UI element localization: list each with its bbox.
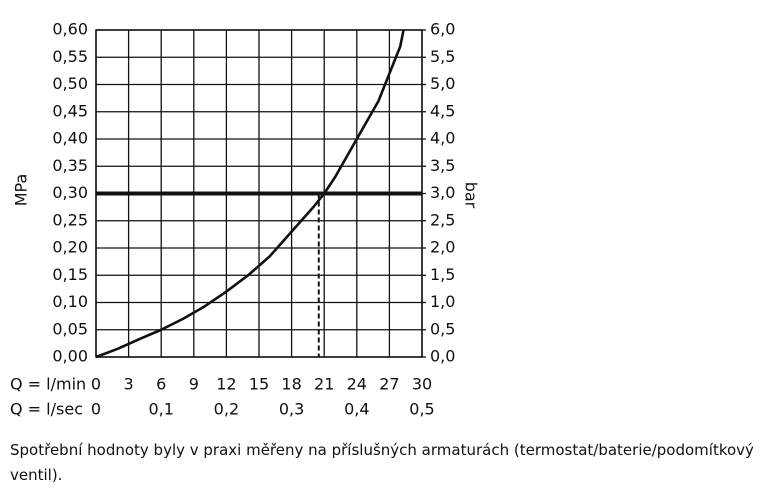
y-tick-label: 0,10: [52, 292, 88, 311]
x-tick-label: 27: [379, 375, 399, 394]
y-tick-label: 0,45: [52, 101, 88, 120]
y-tick-label: 0,60: [52, 20, 88, 39]
x2-tick-label: 0: [91, 400, 101, 419]
y-tick-label: 0,35: [52, 156, 88, 175]
x-tick-label: 6: [156, 375, 166, 394]
y2-tick-label: 1,0: [430, 292, 455, 311]
y2-tick-label: 1,5: [430, 265, 455, 284]
curve: [95, 29, 405, 359]
x-tick-label: 3: [124, 375, 134, 394]
y-tick-label: 0,55: [52, 47, 88, 66]
y-tick-label: 0,40: [52, 129, 88, 148]
x-tick-label: 9: [189, 375, 199, 394]
x-tick-label: 12: [216, 375, 236, 394]
x-tick-label: 18: [281, 375, 301, 394]
y2-tick-label: 2,0: [430, 238, 455, 257]
x2-tick-label: 0,2: [214, 400, 239, 419]
x2-axis-label: Q = l/sec: [10, 400, 83, 419]
y-tick-label: 0,50: [52, 74, 88, 93]
y-tick-label: 0,15: [52, 265, 88, 284]
y2-tick-label: 3,0: [430, 183, 455, 202]
x-tick-label: 24: [347, 375, 367, 394]
x-tick-label: 0: [91, 375, 101, 394]
y2-tick-label: 0,0: [430, 347, 455, 366]
y-tick-label: 0,20: [52, 238, 88, 257]
y2-tick-label: 0,5: [430, 319, 455, 338]
y2-tick-label: 2,5: [430, 210, 455, 229]
y-tick-label: 0,30: [52, 183, 88, 202]
y2-tick-label: 5,5: [430, 47, 455, 66]
y2-axis-label: bar: [462, 182, 481, 209]
caption: Spotřební hodnoty byly v praxi měřeny na…: [10, 441, 754, 484]
y2-tick-label: 5,0: [430, 74, 455, 93]
x2-tick-label: 0,4: [344, 400, 369, 419]
y-tick-label: 0,05: [52, 319, 88, 338]
y-axis-label: MPa: [12, 174, 31, 207]
x2-tick-label: 0,5: [409, 400, 434, 419]
x2-tick-label: 0,3: [279, 400, 304, 419]
x-tick-label: 15: [249, 375, 269, 394]
x-tick-label: 30: [412, 375, 432, 394]
y-tick-label: 0,00: [52, 347, 88, 366]
chart: MPa bar Q = l/min Q = l/sec 0,000,050,10…: [10, 20, 481, 419]
y2-tick-label: 4,5: [430, 101, 455, 120]
x-axis-label: Q = l/min: [10, 375, 86, 394]
y2-tick-label: 6,0: [430, 20, 455, 39]
y-tick-label: 0,25: [52, 210, 88, 229]
y2-tick-label: 3,5: [430, 156, 455, 175]
x2-tick-label: 0,1: [148, 400, 173, 419]
y2-tick-label: 4,0: [430, 129, 455, 148]
x-tick-label: 21: [314, 375, 334, 394]
